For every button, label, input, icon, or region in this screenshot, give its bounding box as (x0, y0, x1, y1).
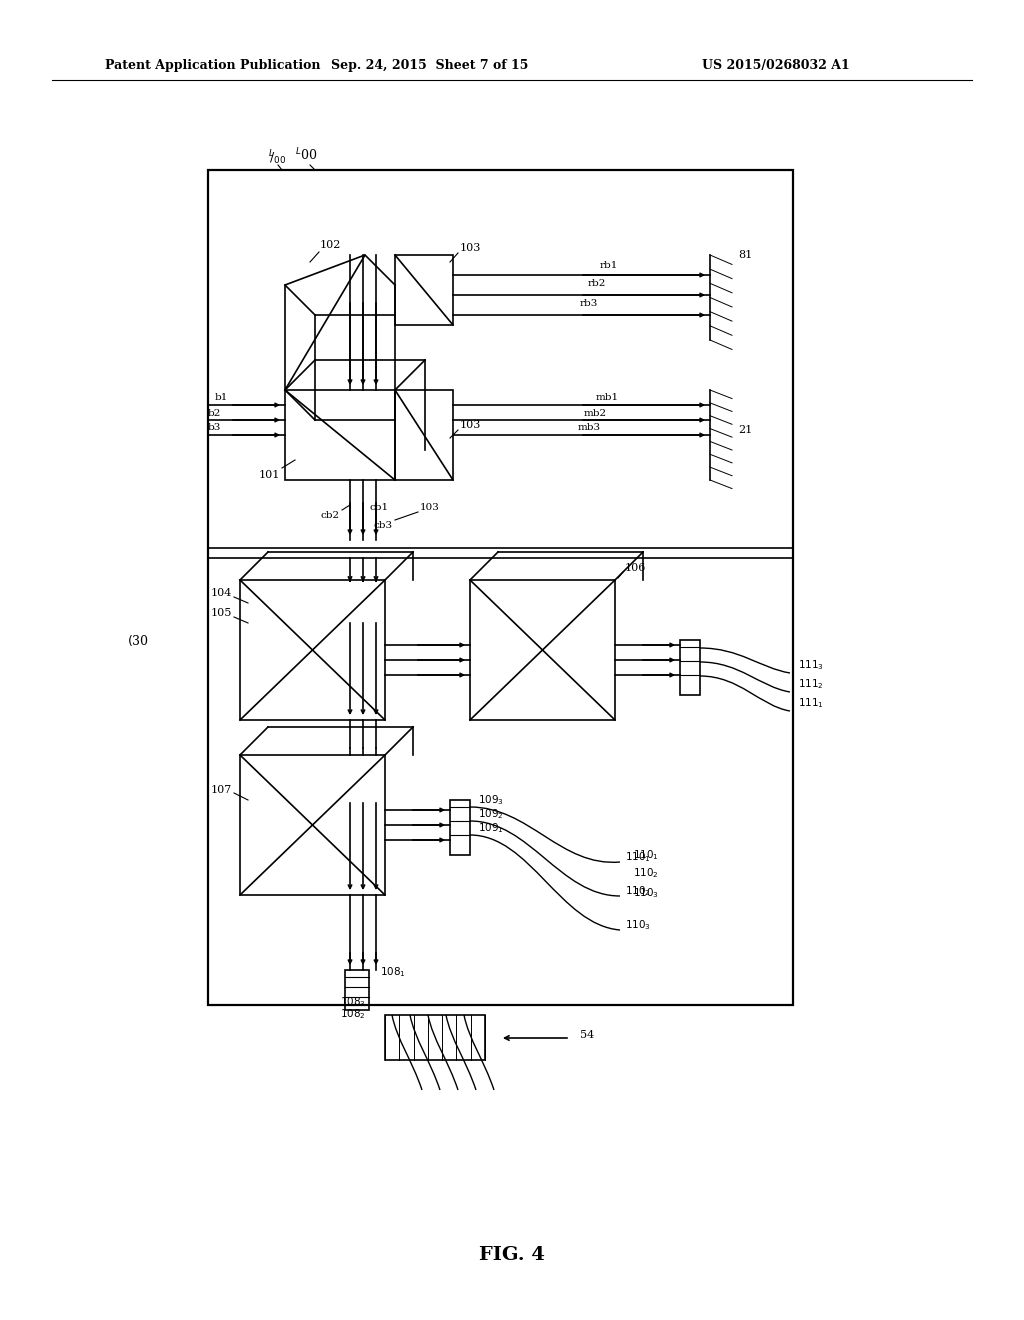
Text: US 2015/0268032 A1: US 2015/0268032 A1 (702, 58, 850, 71)
Text: $\mathit{(}$30: $\mathit{(}$30 (127, 632, 150, 648)
Text: cb3: cb3 (373, 520, 392, 529)
Text: $111_3$: $111_3$ (798, 659, 824, 672)
Text: Patent Application Publication: Patent Application Publication (105, 58, 321, 71)
Bar (470, 579, 615, 719)
Text: $110_1$: $110_1$ (633, 849, 658, 862)
Text: b1: b1 (215, 393, 228, 403)
Bar (450, 800, 470, 855)
Text: 81: 81 (738, 249, 753, 260)
Bar (395, 255, 453, 325)
Text: $110_3$: $110_3$ (633, 886, 659, 900)
Bar (240, 579, 385, 719)
Bar (385, 1015, 485, 1060)
Text: $110_2$: $110_2$ (633, 866, 658, 880)
Text: rb3: rb3 (580, 298, 598, 308)
Text: Sep. 24, 2015  Sheet 7 of 15: Sep. 24, 2015 Sheet 7 of 15 (332, 58, 528, 71)
Text: 106: 106 (625, 564, 646, 573)
Text: mb1: mb1 (596, 393, 620, 403)
Text: $109_1$: $109_1$ (478, 821, 504, 836)
Bar (345, 970, 369, 1010)
Bar (395, 389, 453, 480)
Text: 105: 105 (211, 609, 232, 618)
Text: $108_1$: $108_1$ (380, 965, 406, 979)
Text: FIG. 4: FIG. 4 (479, 1246, 545, 1265)
Text: 103: 103 (460, 420, 481, 430)
Text: $110_3$: $110_3$ (625, 919, 651, 932)
Text: 54: 54 (580, 1030, 594, 1040)
Text: 103: 103 (460, 243, 481, 253)
Text: 107: 107 (211, 785, 232, 795)
Text: $110_1$: $110_1$ (625, 850, 651, 863)
Text: 102: 102 (319, 240, 341, 249)
Text: mb2: mb2 (584, 408, 607, 417)
Text: mb3: mb3 (578, 424, 601, 433)
Text: b2: b2 (208, 408, 221, 417)
Text: 101: 101 (259, 470, 280, 480)
Text: 21: 21 (738, 425, 753, 436)
Text: rb1: rb1 (600, 260, 618, 269)
Text: cb2: cb2 (321, 511, 340, 520)
Bar (240, 755, 385, 895)
Text: $111_2$: $111_2$ (798, 677, 823, 690)
Bar (208, 170, 793, 1005)
Text: $111_1$: $111_1$ (798, 696, 824, 710)
Text: cb1: cb1 (370, 503, 389, 512)
Text: rb2: rb2 (588, 279, 606, 288)
Text: 104: 104 (211, 587, 232, 598)
Text: $108_2$: $108_2$ (340, 1007, 366, 1020)
Text: $^{L}$​00: $^{L}$​00 (295, 147, 317, 164)
Bar (285, 389, 395, 480)
Text: $^{L}\!\!/_{00}$: $^{L}\!\!/_{00}$ (268, 149, 286, 168)
Text: b3: b3 (208, 424, 221, 433)
Text: 103: 103 (420, 503, 440, 512)
Text: $108_3$: $108_3$ (340, 995, 366, 1008)
Text: $109_3$: $109_3$ (478, 793, 504, 807)
Text: $109_2$: $109_2$ (478, 807, 504, 821)
Bar (680, 640, 700, 696)
Text: $110_2$: $110_2$ (625, 884, 650, 898)
